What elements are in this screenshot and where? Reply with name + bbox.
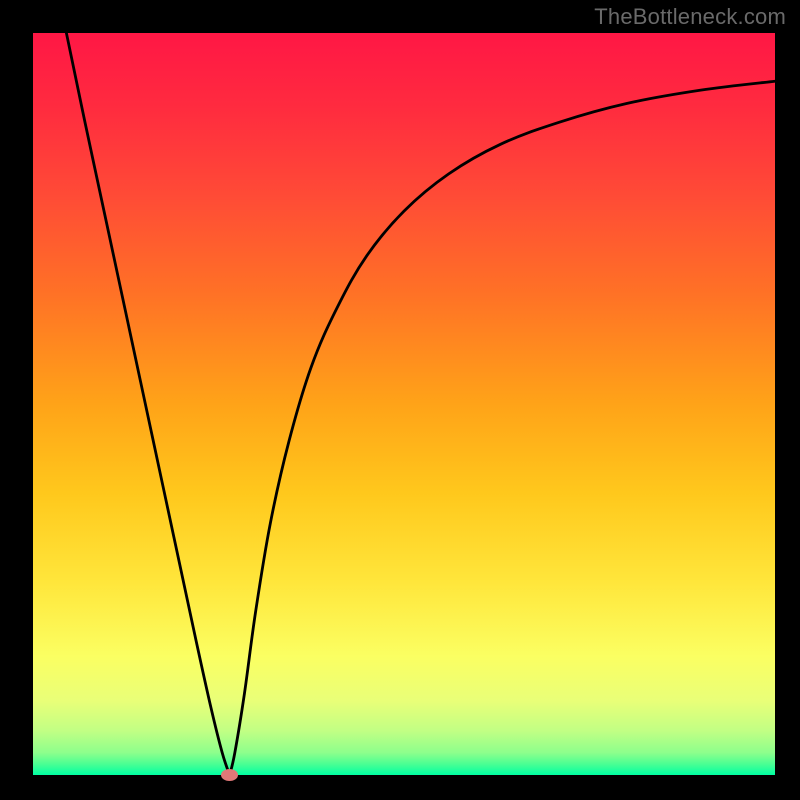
bottleneck-curve bbox=[33, 33, 775, 775]
curve-left-branch bbox=[66, 33, 229, 775]
site-watermark: TheBottleneck.com bbox=[594, 4, 786, 30]
curve-right-branch bbox=[230, 81, 775, 775]
plot-area bbox=[33, 33, 775, 775]
minimum-marker bbox=[221, 769, 238, 781]
